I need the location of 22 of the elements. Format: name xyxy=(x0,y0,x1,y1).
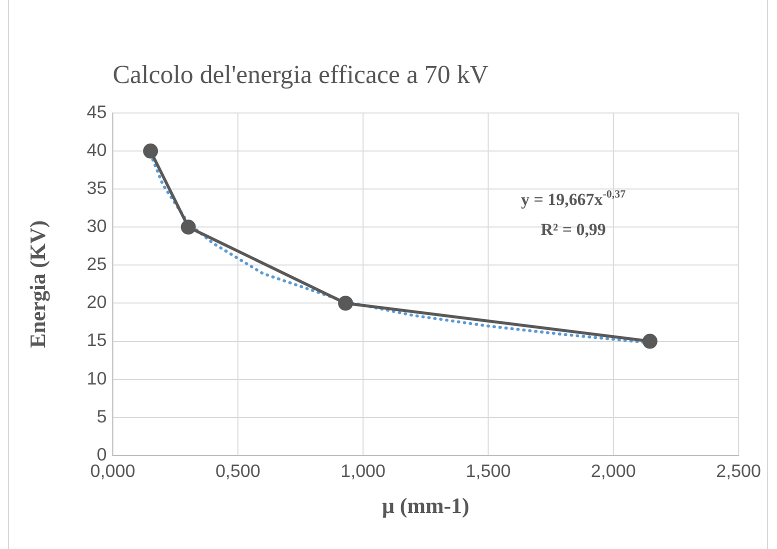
y-tick-label: 20 xyxy=(86,292,107,312)
x-axis-title: μ (mm-1) xyxy=(382,492,470,518)
point xyxy=(180,220,196,235)
y-tick-label: 45 xyxy=(86,102,107,122)
y-tick-label: 25 xyxy=(86,254,107,274)
y-tick-label: 35 xyxy=(86,178,107,198)
chart-title: Calcolo del'energia efficace a 70 kV xyxy=(112,60,489,90)
y-tick-label: 5 xyxy=(96,406,107,426)
point xyxy=(338,296,354,311)
y-axis-title: Energia (KV) xyxy=(24,220,50,348)
x-tick-label: 0,500 xyxy=(215,461,260,482)
point xyxy=(642,334,658,349)
x-tick-label: 1,500 xyxy=(466,461,511,482)
y-tick-label: 40 xyxy=(86,140,107,160)
x-tick-label: 2,500 xyxy=(716,461,762,482)
y-tick-label: 30 xyxy=(86,216,107,236)
x-tick-label: 1,000 xyxy=(340,461,386,482)
y-tick-label: 10 xyxy=(86,368,107,388)
x-tick-label: 2,000 xyxy=(590,461,636,482)
point xyxy=(143,144,158,159)
annotation: R² = 0,99 xyxy=(540,220,606,240)
y-tick-label: 15 xyxy=(86,330,107,350)
